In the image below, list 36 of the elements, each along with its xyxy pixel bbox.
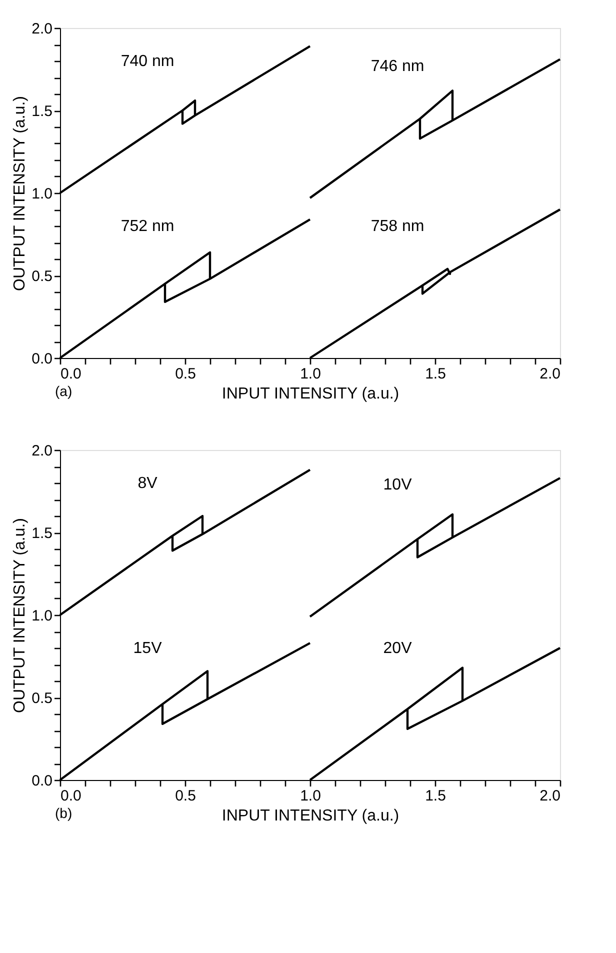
y-tick-label: 0.0 [32, 350, 52, 368]
y-tick-label: 1.5 [32, 525, 52, 542]
text: 8V [138, 475, 158, 492]
y-tick-label: 0.5 [32, 268, 52, 285]
series-label: 746 nm [370, 58, 424, 75]
y-tick-label: 1.0 [32, 608, 52, 624]
y-tick-label: 1.0 [32, 186, 52, 202]
x-tick-label: 1.0 [300, 788, 321, 804]
y-tick-label: 1.5 [32, 103, 52, 120]
x-tick-label: 0.5 [175, 366, 196, 382]
y-tick-label: 0.0 [32, 772, 52, 790]
x-tick-label: 1.5 [425, 788, 446, 804]
x-tick-label: 1.5 [425, 366, 446, 382]
text: 752 nm [120, 218, 174, 235]
y-axis-title: OUTPUT INTENSITY (a.u.) [12, 518, 29, 713]
x-tick-label: 0.0 [60, 366, 82, 382]
y-axis-title: OUTPUT INTENSITY (a.u.) [12, 96, 29, 291]
x-tick-label: 1.0 [300, 366, 321, 382]
x-axis-title: INPUT INTENSITY (a.u.) [222, 386, 400, 402]
line-series [308, 476, 562, 618]
x-axis-title: INPUT INTENSITY (a.u.) [222, 808, 400, 824]
text: 15V [133, 640, 162, 657]
text: 10V [383, 476, 412, 494]
x-tick-label: 2.0 [540, 788, 560, 804]
text: 20V [383, 640, 412, 657]
line-series [308, 58, 562, 200]
y-tick-label: 2.0 [32, 442, 52, 460]
text: (a) [55, 383, 72, 399]
y-tick-label: 2.0 [32, 20, 52, 38]
x-tick-label: 2.0 [540, 366, 560, 382]
x-tick-label: 0.5 [175, 788, 196, 804]
text: 758 nm [370, 218, 424, 235]
text: 740 nm [120, 53, 174, 70]
text: (b) [55, 805, 72, 821]
y-tick-label: 0.5 [32, 690, 52, 707]
x-tick-label: 0.0 [60, 788, 82, 804]
